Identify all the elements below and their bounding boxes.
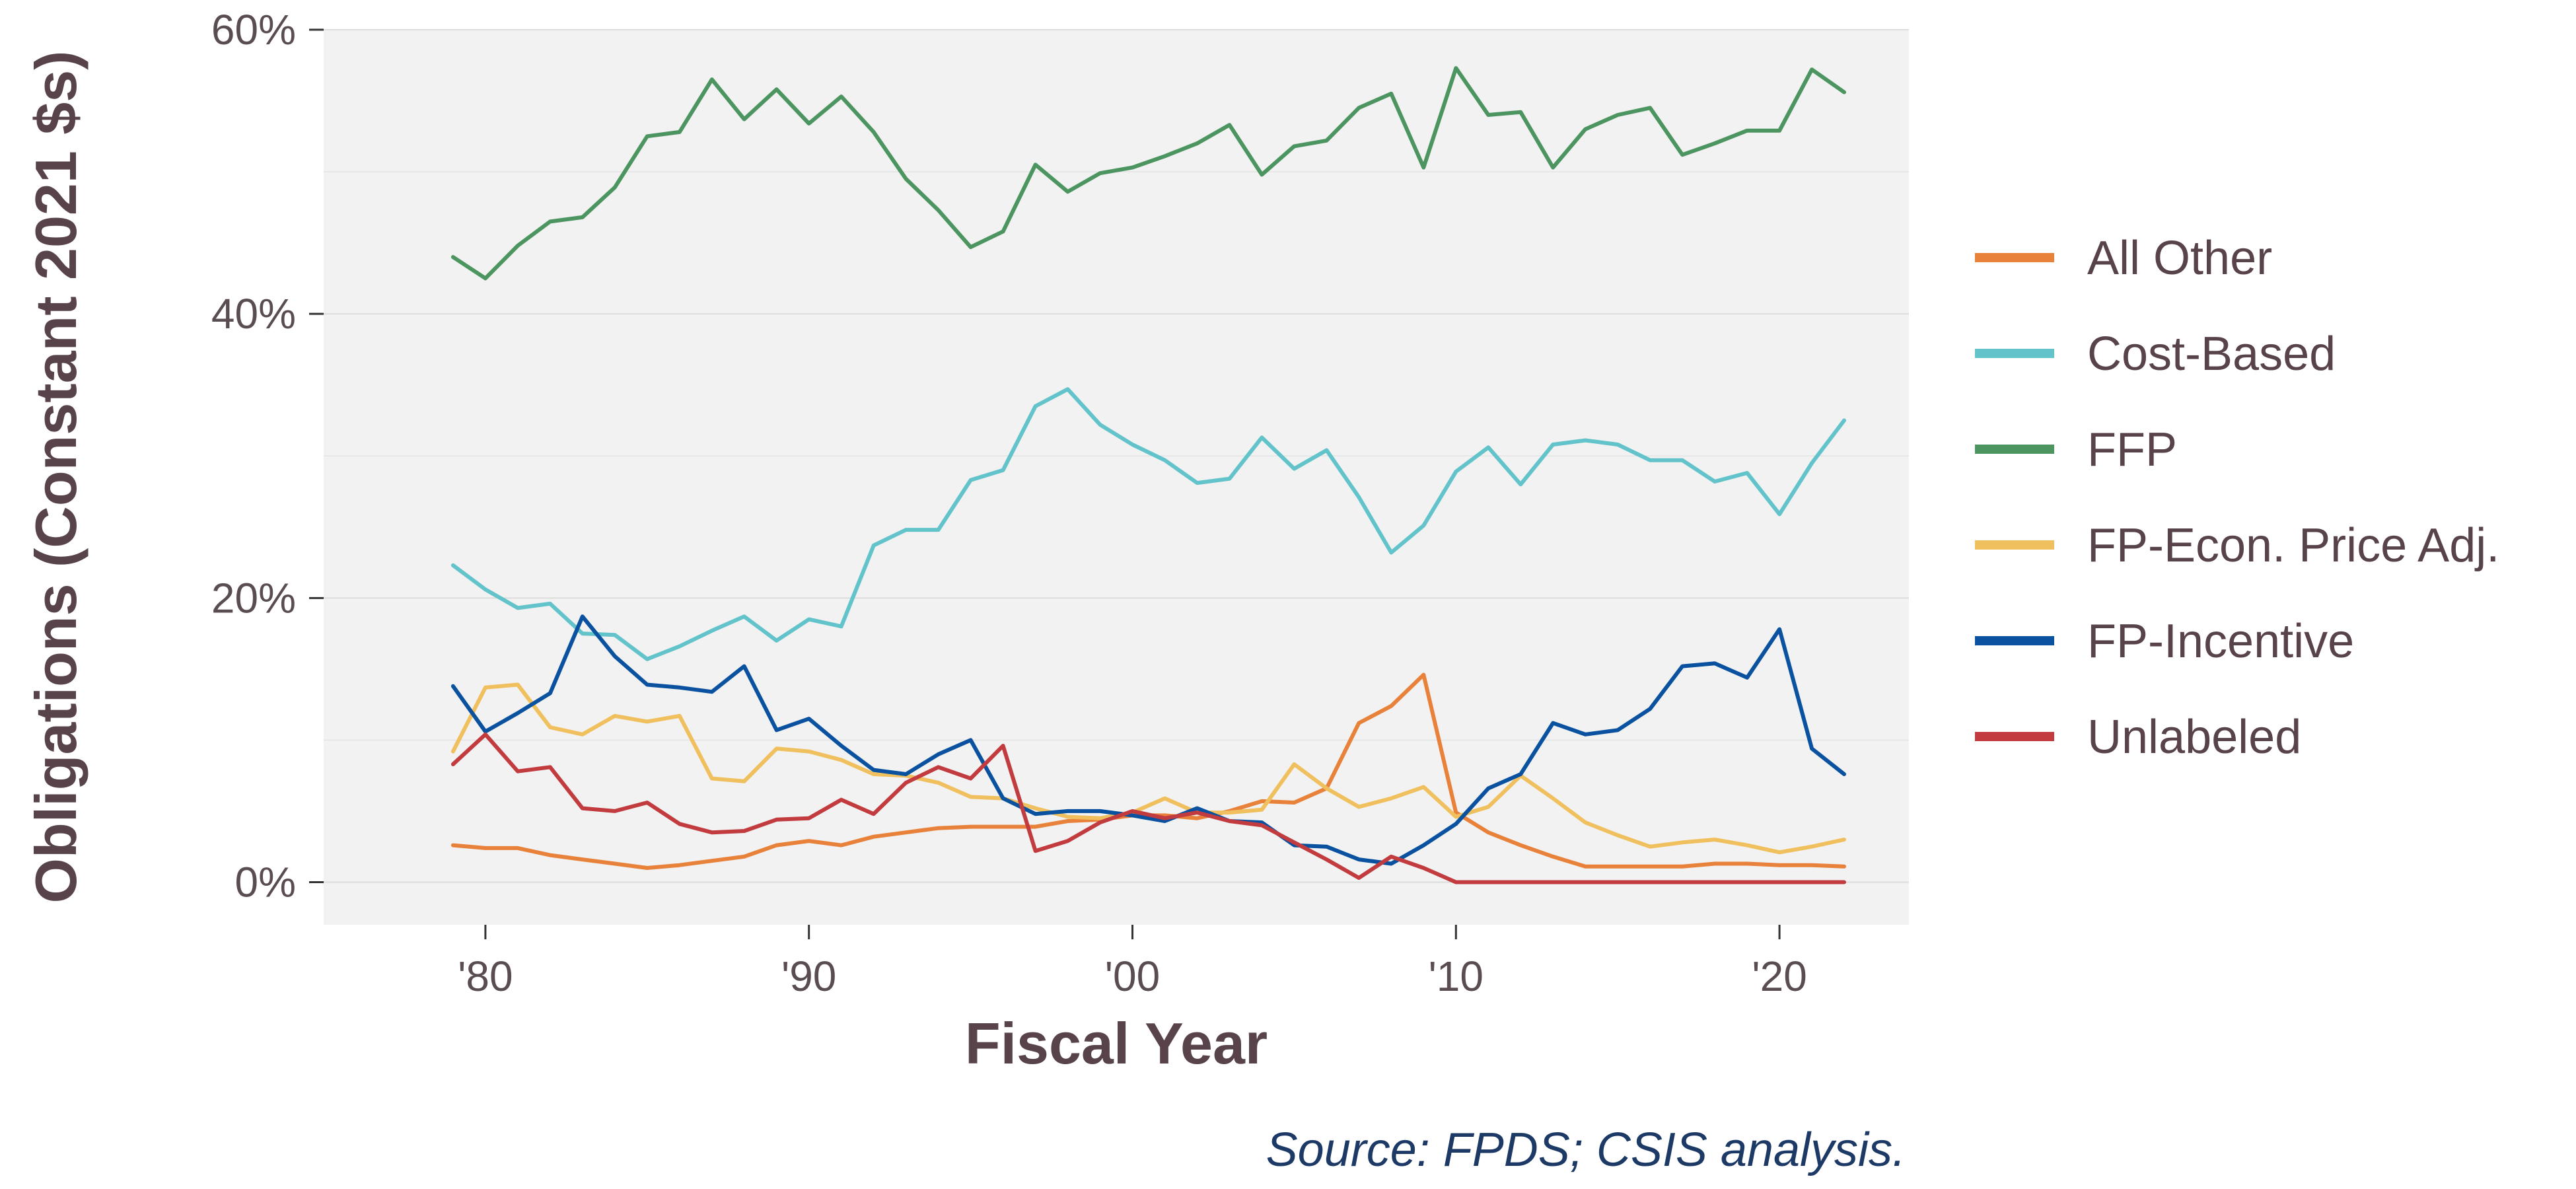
legend-label-fp-econ-price-adj: FP-Econ. Price Adj. — [2087, 519, 2499, 572]
series-line-unlabeled — [450, 732, 1846, 884]
series-line-fp-incentive — [450, 614, 1846, 866]
source-note: Source: FPDS; CSIS analysis. — [1266, 1124, 1906, 1176]
series-line-cost-based — [450, 387, 1846, 661]
y-tick-label: 20% — [211, 574, 296, 622]
y-tick-label: 0% — [235, 858, 297, 906]
y-tick-labels: 0% 20% 40% 60% — [211, 6, 296, 906]
series-line-fp-econ-price-adj — [450, 682, 1846, 855]
legend-label-all-other: All Other — [2087, 232, 2272, 285]
x-tick-label: '00 — [1105, 953, 1160, 1000]
plot-background — [324, 30, 1909, 925]
y-tick-label: 60% — [211, 6, 296, 54]
axis-ticks — [309, 28, 1781, 939]
legend-label-cost-based: Cost-Based — [2087, 328, 2336, 380]
legend-label-ffp: FFP — [2087, 423, 2177, 476]
legend: All Other Cost-Based FFP FP-Econ. Price Adj… — [1975, 232, 2499, 764]
legend-label-fp-incentive: FP-Incentive — [2087, 615, 2354, 668]
x-tick-label: '10 — [1429, 953, 1484, 1000]
x-tick-label: '20 — [1752, 953, 1807, 1000]
y-tick-label: 40% — [211, 290, 296, 338]
series-lines — [450, 66, 1846, 884]
series-line-ffp — [450, 66, 1846, 281]
legend-label-unlabeled: Unlabeled — [2087, 711, 2301, 764]
y-axis-title: Obligations (Constant 2021 $s) — [23, 51, 89, 904]
x-tick-label: '90 — [781, 953, 836, 1000]
x-axis-title: Fiscal Year — [965, 1011, 1268, 1076]
x-tick-labels: '80 '90 '00 '10 '20 — [458, 953, 1807, 1000]
x-tick-label: '80 — [458, 953, 513, 1000]
